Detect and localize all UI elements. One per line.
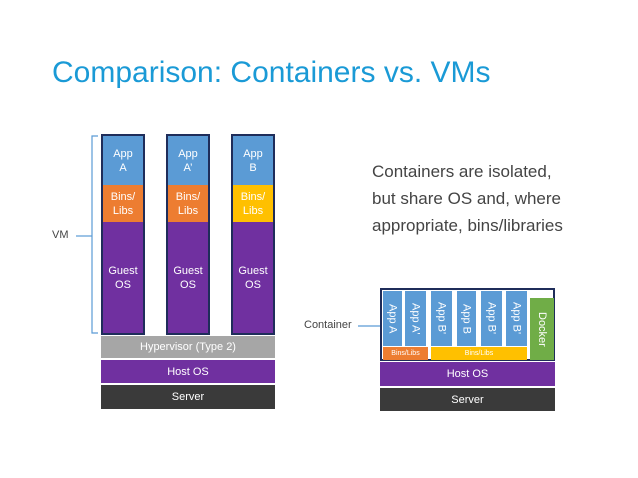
bins-label: Bins/ Libs — [240, 190, 266, 217]
vm-column: App A Bins/ Libs Guest OS — [101, 134, 145, 335]
container-frame — [380, 288, 555, 361]
app-box: App A' — [405, 291, 426, 346]
app-box: App A — [103, 136, 143, 185]
bins-box: Bins/Libs — [431, 347, 527, 360]
app-box: App B — [233, 136, 273, 185]
app-box: App B — [457, 291, 476, 346]
bins-label: Bins/ Libs — [110, 190, 136, 217]
caption-line: Containers are isolated, — [372, 162, 552, 181]
os-label: Guest OS — [108, 264, 138, 291]
bins-box: Bins/ Libs — [103, 185, 143, 222]
container-label: Container — [304, 319, 352, 331]
host-os-bar: Host OS — [380, 362, 555, 386]
caption-line: appropriate, bins/libraries — [372, 216, 563, 235]
bins-box: Bins/ Libs — [168, 185, 208, 222]
server-bar: Server — [380, 388, 555, 411]
app-box: App B' — [481, 291, 502, 346]
vm-column: App A’ Bins/ Libs Guest OS — [166, 134, 210, 335]
server-bar: Server — [101, 385, 275, 409]
slide-title: Comparison: Containers vs. VMs — [52, 56, 491, 89]
app-label: App A — [113, 147, 133, 174]
caption-line: but share OS and, where — [372, 189, 562, 208]
hypervisor-bar: Hypervisor (Type 2) — [101, 336, 275, 358]
app-label: App B — [243, 147, 263, 174]
vm-label: VM — [52, 229, 69, 241]
docker-box: Docker — [530, 298, 554, 360]
os-label: Guest OS — [238, 264, 268, 291]
app-box: App B' — [506, 291, 527, 346]
bins-box: Bins/ Libs — [233, 185, 273, 222]
app-label: App A’ — [178, 147, 198, 174]
vm-bracket — [91, 135, 98, 334]
bins-label: Bins/ Libs — [175, 190, 201, 217]
bins-box: Bins/Libs — [383, 347, 428, 360]
os-box: Guest OS — [103, 222, 143, 333]
app-box: App B' — [431, 291, 452, 346]
os-box: Guest OS — [233, 222, 273, 333]
app-box: App A — [383, 291, 402, 346]
os-box: Guest OS — [168, 222, 208, 333]
os-label: Guest OS — [173, 264, 203, 291]
vm-column: App B Bins/ Libs Guest OS — [231, 134, 275, 335]
host-os-bar: Host OS — [101, 360, 275, 383]
app-box: App A’ — [168, 136, 208, 185]
